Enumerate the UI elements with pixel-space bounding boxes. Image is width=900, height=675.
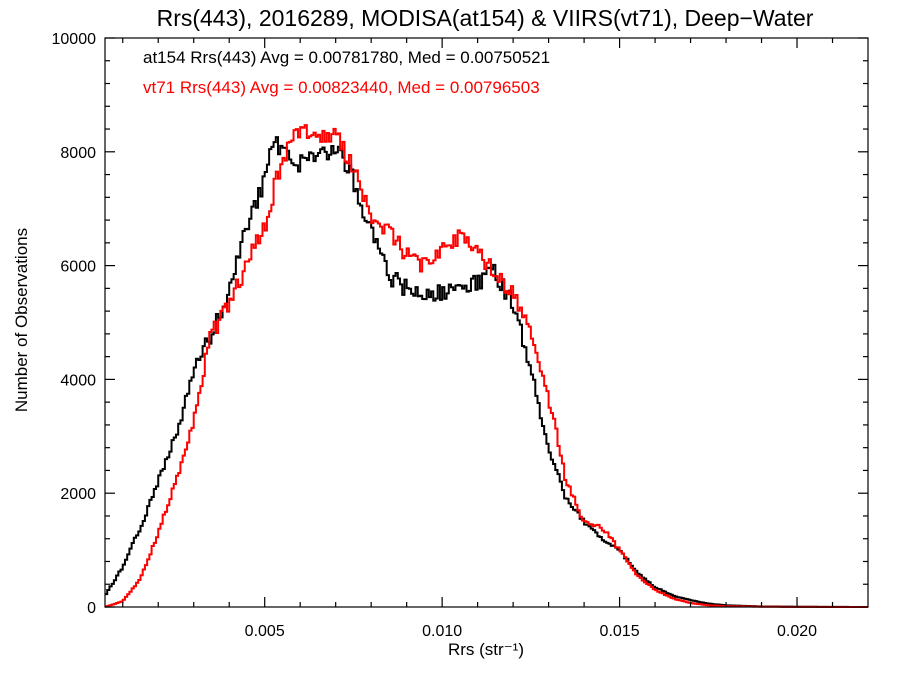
series-layer	[105, 124, 868, 608]
annotation-at154: at154 Rrs(443) Avg = 0.00781780, Med = 0…	[143, 48, 550, 67]
x-tick-label: 0.015	[600, 623, 640, 640]
series-line-at154	[105, 136, 868, 608]
y-axis-label: Number of Observations	[12, 228, 31, 412]
x-tick-label: 0.010	[422, 623, 462, 640]
x-tick-label: 0.005	[245, 623, 285, 640]
y-tick-label: 0	[87, 600, 96, 617]
annotation-vt71: vt71 Rrs(443) Avg = 0.00823440, Med = 0.…	[143, 78, 540, 97]
y-tick-label: 4000	[60, 372, 96, 389]
chart-title: Rrs(443), 2016289, MODISA(at154) & VIIRS…	[157, 5, 814, 31]
x-axis-label: Rrs (str⁻¹)	[448, 640, 524, 659]
y-tick-label: 6000	[60, 259, 96, 276]
x-tick-label: 0.020	[777, 623, 817, 640]
series-line-vt71	[105, 124, 868, 608]
ticks-layer: 0.005 0.010 0.015 0.020 0 2000 4000 6000 8000 100…	[52, 31, 868, 640]
y-tick-label: 2000	[60, 486, 96, 503]
y-tick-label: 8000	[60, 145, 96, 162]
plot-frame	[104, 37, 869, 608]
y-tick-label: 10000	[52, 31, 97, 48]
